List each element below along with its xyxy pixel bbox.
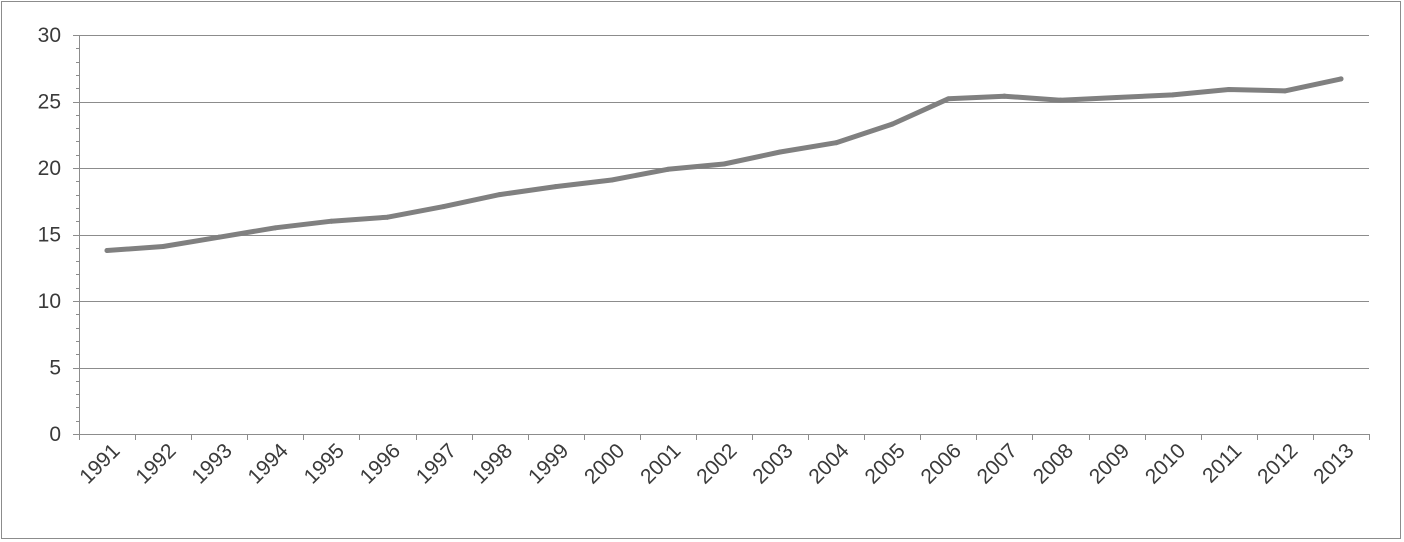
y-tick-label: 5 — [49, 357, 61, 380]
x-tick-label: 2012 — [1253, 439, 1302, 488]
data-point — [1338, 76, 1344, 82]
x-tick-label: 2005 — [860, 439, 909, 488]
data-point — [833, 140, 839, 146]
data-point — [328, 218, 334, 224]
x-tick-label: 1992 — [131, 439, 180, 488]
x-tick-label: 2003 — [748, 439, 797, 488]
data-point — [1058, 97, 1064, 103]
x-tick-label: 1995 — [300, 439, 349, 488]
data-point — [553, 184, 559, 190]
x-tick-label: 2007 — [973, 439, 1022, 488]
data-point — [1114, 95, 1120, 101]
data-point — [272, 225, 278, 231]
data-point — [777, 149, 783, 155]
data-point — [1282, 88, 1288, 94]
x-tick-label: 1991 — [75, 439, 124, 488]
x-tick-label: 2010 — [1141, 439, 1190, 488]
data-point — [1170, 92, 1176, 98]
y-tick-label: 30 — [38, 24, 61, 47]
x-tick-label: 2004 — [804, 439, 854, 489]
y-tick-label: 15 — [38, 224, 61, 247]
x-tick-label: 2001 — [636, 439, 685, 488]
data-point — [216, 234, 222, 240]
data-point — [497, 192, 503, 198]
x-tick-label: 1997 — [412, 439, 461, 488]
data-point — [104, 247, 110, 253]
x-tick-label: 1993 — [187, 439, 236, 488]
y-tick-labels: 0 5 10 15 20 25 30 — [38, 24, 61, 446]
data-point — [1001, 93, 1007, 99]
x-tick-label: 1999 — [524, 439, 573, 488]
x-tick-label: 2009 — [1085, 439, 1134, 488]
x-tick-label: 2002 — [692, 439, 741, 488]
x-tick-label: 1994 — [244, 439, 294, 489]
data-point — [441, 204, 447, 210]
x-tick-label: 2008 — [1029, 439, 1078, 488]
y-tick-label: 25 — [38, 91, 61, 114]
data-point — [160, 243, 166, 249]
x-tick-label: 2013 — [1309, 439, 1358, 488]
data-point — [665, 166, 671, 172]
x-tick-label: 1998 — [468, 439, 517, 488]
x-tick-label: 2006 — [917, 439, 966, 488]
gridlines — [79, 35, 1369, 369]
y-tick-label: 20 — [38, 157, 61, 180]
x-tick-labels: 1991 1992 1993 1994 1995 1996 1997 1998 1999 2000… — [75, 439, 1358, 489]
data-point — [889, 121, 895, 127]
data-point — [384, 214, 390, 220]
x-tick-label: 1996 — [356, 439, 405, 488]
data-point — [609, 177, 615, 183]
data-point — [945, 96, 951, 102]
axes — [73, 35, 1370, 440]
data-point — [1226, 87, 1232, 93]
x-tick-label: 2011 — [1198, 439, 1246, 487]
series-group — [104, 76, 1344, 253]
y-tick-label: 10 — [38, 290, 61, 313]
data-point — [721, 161, 727, 167]
y-tick-label: 0 — [49, 423, 61, 446]
x-tick-label: 2000 — [580, 439, 629, 488]
